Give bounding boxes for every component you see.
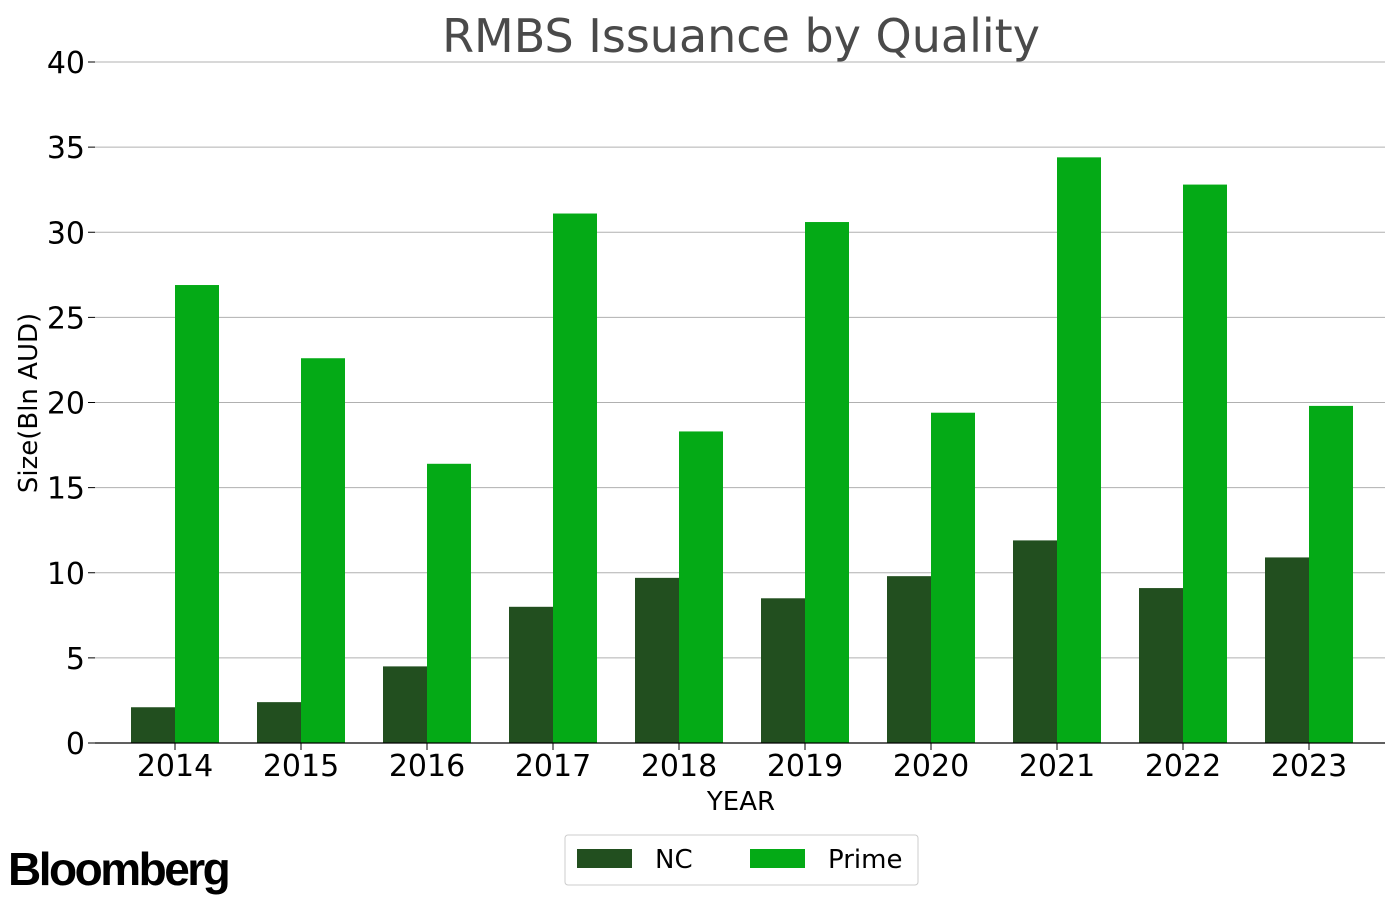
legend: NC Prime xyxy=(564,834,919,886)
x-tick-label: 2014 xyxy=(137,749,213,784)
x-axis-label: YEAR xyxy=(706,787,775,817)
x-axis-ticks: 2014 2015 2016 2017 2018 2019 2020 2021 2022 2023 xyxy=(137,743,1347,784)
bars xyxy=(131,157,1353,744)
y-tick-label: 0 xyxy=(66,727,85,762)
bar-prime-2022 xyxy=(1183,184,1227,743)
bar-nc-2018 xyxy=(635,577,679,743)
y-tick-label: 15 xyxy=(47,472,85,507)
bar-prime-2020 xyxy=(931,412,975,743)
y-tick-label: 35 xyxy=(47,131,85,166)
y-axis-ticks: 0 5 10 15 20 25 30 35 40 xyxy=(47,46,95,762)
y-tick-label: 5 xyxy=(66,642,85,677)
bar-nc-2019 xyxy=(761,598,805,743)
bar-nc-2017 xyxy=(509,606,553,743)
y-tick-label: 40 xyxy=(47,46,85,81)
bar-prime-2021 xyxy=(1057,157,1101,744)
bar-prime-2017 xyxy=(553,213,597,743)
bar-nc-2016 xyxy=(383,666,427,743)
y-tick-label: 10 xyxy=(47,557,85,592)
bar-nc-2022 xyxy=(1139,588,1183,743)
bar-prime-2018 xyxy=(679,431,723,743)
x-tick-label: 2020 xyxy=(893,749,969,784)
x-tick-label: 2021 xyxy=(1019,749,1095,784)
x-tick-label: 2018 xyxy=(641,749,717,784)
bloomberg-logo: Bloomberg xyxy=(8,843,231,895)
bar-prime-2019 xyxy=(805,222,849,743)
y-axis-label: Size(Bln AUD) xyxy=(14,313,44,493)
x-tick-label: 2023 xyxy=(1271,749,1347,784)
bar-prime-2014 xyxy=(175,285,219,743)
bar-nc-2014 xyxy=(131,707,175,743)
x-tick-label: 2017 xyxy=(515,749,591,784)
bar-prime-2016 xyxy=(427,463,471,743)
x-tick-label: 2016 xyxy=(389,749,465,784)
legend-label-nc: NC xyxy=(655,845,693,875)
bar-nc-2021 xyxy=(1013,540,1057,743)
bar-prime-2023 xyxy=(1309,405,1353,743)
x-tick-label: 2015 xyxy=(263,749,339,784)
y-tick-label: 30 xyxy=(47,216,85,251)
bar-nc-2023 xyxy=(1265,557,1309,743)
legend-swatch-nc xyxy=(577,849,632,868)
y-tick-label: 25 xyxy=(47,301,85,336)
legend-box xyxy=(564,834,919,886)
y-tick-label: 20 xyxy=(47,387,85,422)
chart-title: RMBS Issuance by Quality xyxy=(442,9,1040,63)
x-tick-label: 2019 xyxy=(767,749,843,784)
x-tick-label: 2022 xyxy=(1145,749,1221,784)
bar-nc-2015 xyxy=(257,702,301,743)
bar-nc-2020 xyxy=(887,576,931,743)
legend-swatch-prime xyxy=(750,849,805,868)
bar-prime-2015 xyxy=(301,358,345,743)
legend-label-prime: Prime xyxy=(828,845,902,875)
